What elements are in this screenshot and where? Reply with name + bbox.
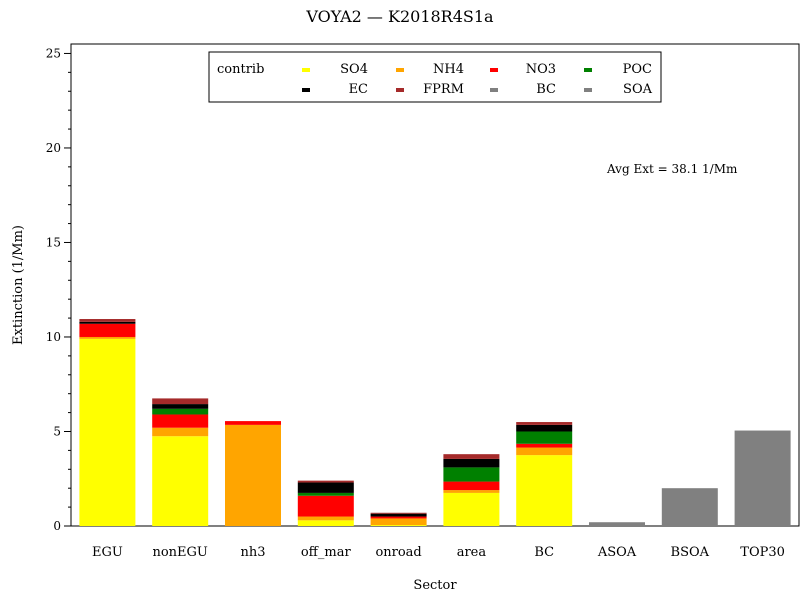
- legend-label-soa: SOA: [623, 82, 653, 97]
- y-tick-label: 20: [46, 141, 61, 155]
- bar-segment-area-fprm: [443, 454, 500, 459]
- bar-segment-off-mar-ec: [297, 482, 354, 493]
- bars: [79, 319, 791, 526]
- legend-label-so4: SO4: [340, 62, 368, 77]
- bar-segment-top30-bc: [734, 430, 791, 526]
- x-tick-label-top30: TOP30: [740, 545, 785, 560]
- y-axis-label: Extinction (1/Mm): [11, 225, 26, 345]
- legend-box: [208, 51, 662, 103]
- chart-title: VOYA2 — K2018R4S1a: [305, 7, 494, 26]
- x-axis: EGU nonEGU nh3 off_mar onroad area BC ASOA BSOA T…: [92, 545, 785, 560]
- bar-segment-onroad-ec: [370, 513, 427, 517]
- legend-label-poc: POC: [623, 62, 652, 77]
- bar-segment-egu-so4: [79, 338, 136, 526]
- bar-segment-area-so4: [443, 492, 500, 526]
- x-tick-label-bsoa: BSOA: [671, 545, 710, 560]
- bar-segment-area-ec: [443, 458, 500, 468]
- legend-swatch-poc: [584, 68, 592, 72]
- y-tick-label: 5: [53, 424, 61, 438]
- x-tick-label-nonegu: nonEGU: [152, 545, 207, 560]
- bar-segment-off-mar-so4: [297, 520, 354, 526]
- bar-segment-nonegu-ec: [152, 404, 209, 409]
- bar-segment-nh3-no3: [225, 421, 281, 425]
- bar-segment-egu-nh4: [79, 336, 136, 339]
- bar-segment-bc-poc: [516, 431, 573, 444]
- legend-label-nh4: NH4: [433, 62, 464, 77]
- y-tick-label: 15: [46, 235, 61, 249]
- bar-segment-bc-fprm: [516, 422, 573, 425]
- bar-segment-area-poc: [443, 467, 500, 482]
- legend-label-fprm: FPRM: [423, 82, 464, 97]
- y-tick-label: 0: [53, 519, 61, 533]
- bar-segment-off-mar-nh4: [297, 516, 354, 521]
- legend-swatch-soa: [584, 88, 592, 92]
- bar-segment-onroad-so4: [370, 525, 427, 526]
- bar-segment-off-mar-poc: [297, 492, 354, 496]
- bar-segment-onroad-no3: [370, 516, 427, 519]
- legend-swatch-ec: [302, 88, 310, 92]
- x-tick-label-off-mar: off_mar: [301, 545, 352, 560]
- bar-segment-asoa-soa: [589, 522, 645, 526]
- x-axis-label: Sector: [413, 578, 457, 593]
- x-tick-label-asoa: ASOA: [597, 545, 637, 560]
- legend-swatch-fprm: [396, 88, 404, 92]
- legend-swatch-bc: [490, 88, 498, 92]
- bar-segment-bc-no3: [516, 443, 573, 448]
- bar-segment-egu-ec: [79, 321, 136, 324]
- bar-segment-nh3-nh4: [225, 424, 281, 526]
- legend-swatch-nh4: [396, 68, 404, 72]
- legend-label-no3: NO3: [526, 62, 556, 77]
- legend-swatch-no3: [490, 68, 498, 72]
- legend-title: contrib: [217, 62, 264, 77]
- bar-segment-area-nh4: [443, 490, 500, 493]
- bar-segment-egu-fprm: [79, 319, 136, 322]
- bar-segment-off-mar-fprm: [297, 480, 354, 483]
- bar-segment-off-mar-no3: [297, 495, 354, 517]
- bar-segment-onroad-fprm: [370, 512, 427, 514]
- bar-segment-onroad-nh4: [370, 518, 427, 526]
- legend: contrib SO4 NH4 NO3 POC EC FPRM BC SOA: [208, 51, 662, 103]
- x-tick-label-onroad: onroad: [375, 545, 421, 560]
- x-tick-label-area: area: [457, 545, 487, 560]
- y-tick-label: 25: [46, 46, 61, 60]
- legend-label-ec: EC: [349, 82, 368, 97]
- bar-segment-bc-ec: [516, 424, 573, 432]
- avg-extinction-annotation: Avg Ext = 38.1 1/Mm: [606, 162, 738, 176]
- y-axis: 0 5 10 15 20 25: [46, 46, 71, 533]
- legend-label-bc: BC: [536, 82, 556, 97]
- plot-frame: [70, 43, 800, 527]
- bar-segment-nonegu-nh4: [152, 427, 209, 437]
- x-tick-label-nh3: nh3: [240, 545, 265, 560]
- bar-segment-egu-no3: [79, 323, 136, 337]
- legend-swatch-so4: [302, 68, 310, 72]
- bar-segment-nonegu-fprm: [152, 398, 209, 405]
- x-tick-label-egu: EGU: [92, 545, 123, 560]
- bar-segment-bsoa-bc: [661, 488, 718, 526]
- x-tick-label-bc: BC: [534, 545, 554, 560]
- bar-segment-nonegu-so4: [152, 436, 209, 526]
- bar-segment-area-no3: [443, 481, 500, 491]
- bar-segment-bc-so4: [516, 455, 573, 526]
- bar-segment-bc-nh4: [516, 447, 573, 456]
- bar-segment-nonegu-poc: [152, 408, 209, 415]
- y-tick-label: 10: [46, 330, 61, 344]
- bar-segment-nonegu-no3: [152, 414, 209, 428]
